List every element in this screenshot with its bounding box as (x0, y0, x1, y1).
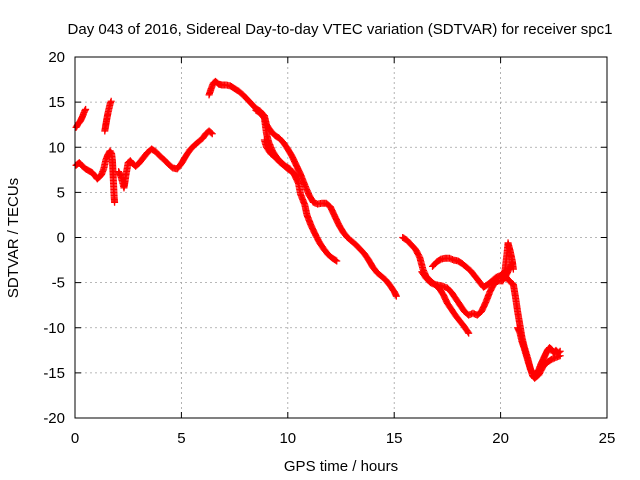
series-seg5 (205, 77, 400, 300)
y-tick-label: 15 (48, 94, 65, 111)
y-tick-label: -20 (43, 410, 65, 427)
y-axis-label: SDTVAR / TECUs (5, 178, 22, 298)
x-tick-label: 25 (599, 430, 616, 447)
x-tick-label: 5 (177, 430, 185, 447)
series-seg12 (514, 324, 564, 382)
y-tick-label: -10 (43, 320, 65, 337)
plot-frame (74, 56, 608, 419)
chart-title: Day 043 of 2016, Sidereal Day-to-day VTE… (68, 21, 613, 38)
data-point (556, 352, 564, 360)
data-point (465, 329, 473, 337)
data-point (292, 173, 300, 181)
y-tick-label: -5 (52, 275, 65, 292)
data-point (332, 256, 340, 264)
data-point (333, 257, 341, 265)
series-seg11 (501, 271, 564, 379)
x-tick-label: 10 (279, 430, 296, 447)
data-point (208, 130, 216, 138)
grid (75, 57, 607, 418)
data-point (82, 105, 90, 113)
x-tick-label: 15 (386, 430, 403, 447)
series-seg6 (252, 106, 341, 265)
y-tick-label: 20 (48, 49, 65, 66)
data-point (111, 198, 119, 206)
y-tick-label: 5 (57, 184, 65, 201)
series-seg2 (72, 147, 119, 206)
data-point (107, 97, 115, 105)
series-seg3 (101, 97, 115, 135)
x-tick-label: 20 (492, 430, 509, 447)
series-seg7 (260, 136, 300, 181)
data-series (72, 77, 564, 382)
series-seg4 (115, 127, 216, 192)
y-tick-label: 0 (57, 230, 65, 247)
series-seg1 (72, 105, 90, 131)
data-point (291, 172, 299, 180)
x-tick-label: 0 (71, 430, 79, 447)
data-point (464, 328, 472, 336)
data-point (207, 129, 215, 137)
data-point (392, 292, 400, 300)
series-seg10 (429, 239, 517, 291)
y-tick-label: 10 (48, 139, 65, 156)
x-axis-label: GPS time / hours (284, 458, 398, 475)
tick-labels: 0 5 10 15 20 25 -20 -15 -10 -5 0 5 10 15 20 (43, 49, 615, 447)
y-tick-label: -15 (43, 365, 65, 382)
data-point (509, 265, 517, 273)
